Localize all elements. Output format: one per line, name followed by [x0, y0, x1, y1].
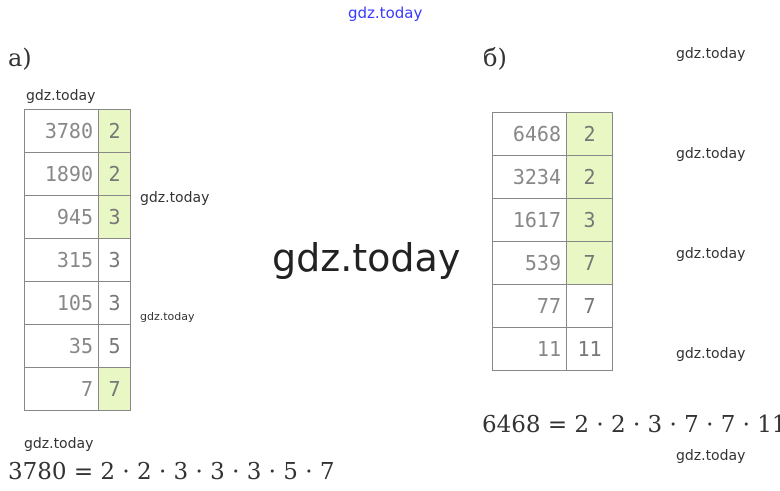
number-cell: 3780 — [24, 109, 99, 153]
factor-cell: 3 — [98, 195, 131, 239]
number-cell: 539 — [492, 241, 567, 285]
number-cell: 1890 — [24, 152, 99, 196]
factor-cell: 11 — [566, 327, 613, 371]
table-row: 6468 2 — [492, 112, 613, 156]
table-row: 539 7 — [492, 241, 613, 285]
factor-cell: 3 — [566, 198, 613, 242]
watermark: gdz.today — [676, 246, 746, 262]
number-cell: 315 — [24, 238, 99, 282]
number-cell: 6468 — [492, 112, 567, 156]
factor-cell: 2 — [98, 109, 131, 153]
factor-cell: 3 — [98, 238, 131, 282]
factor-cell: 2 — [98, 152, 131, 196]
table-row: 3234 2 — [492, 155, 613, 199]
part-b-label: б) — [483, 44, 507, 72]
factor-cell: 2 — [566, 155, 613, 199]
number-cell: 7 — [24, 367, 99, 411]
watermark: gdz.today — [676, 146, 746, 162]
number-cell: 3234 — [492, 155, 567, 199]
factor-table-a: 3780 2 1890 2 945 3 315 3 105 3 35 5 7 7 — [24, 109, 131, 411]
watermark: gdz.today — [676, 346, 746, 362]
factor-table-b: 6468 2 3234 2 1617 3 539 7 77 7 11 11 — [492, 112, 613, 371]
table-row: 11 11 — [492, 327, 613, 371]
watermark-top: gdz.today — [348, 4, 423, 22]
watermark: gdz.today — [676, 448, 746, 464]
watermark-large: gdz.today — [272, 236, 461, 280]
factor-cell: 2 — [566, 112, 613, 156]
part-a-label: а) — [8, 44, 32, 72]
number-cell: 105 — [24, 281, 99, 325]
equation-b: 6468 = 2 · 2 · 3 · 7 · 7 · 11 — [482, 412, 780, 438]
watermark: gdz.today — [140, 190, 210, 206]
watermark: gdz.today — [676, 46, 746, 62]
table-row: 945 3 — [24, 195, 131, 239]
number-cell: 945 — [24, 195, 99, 239]
table-row: 1890 2 — [24, 152, 131, 196]
factor-cell: 7 — [566, 284, 613, 328]
number-cell: 35 — [24, 324, 99, 368]
number-cell: 77 — [492, 284, 567, 328]
table-row: 77 7 — [492, 284, 613, 328]
table-row: 1617 3 — [492, 198, 613, 242]
number-cell: 1617 — [492, 198, 567, 242]
table-row: 105 3 — [24, 281, 131, 325]
factor-cell: 5 — [98, 324, 131, 368]
table-row: 3780 2 — [24, 109, 131, 153]
factor-cell: 3 — [98, 281, 131, 325]
watermark: gdz.today — [140, 310, 195, 323]
factor-cell: 7 — [566, 241, 613, 285]
factor-cell: 7 — [98, 367, 131, 411]
table-row: 35 5 — [24, 324, 131, 368]
watermark: gdz.today — [26, 88, 96, 104]
equation-a: 3780 = 2 · 2 · 3 · 3 · 3 · 5 · 7 — [8, 459, 335, 485]
watermark: gdz.today — [24, 436, 94, 452]
number-cell: 11 — [492, 327, 567, 371]
table-row: 315 3 — [24, 238, 131, 282]
